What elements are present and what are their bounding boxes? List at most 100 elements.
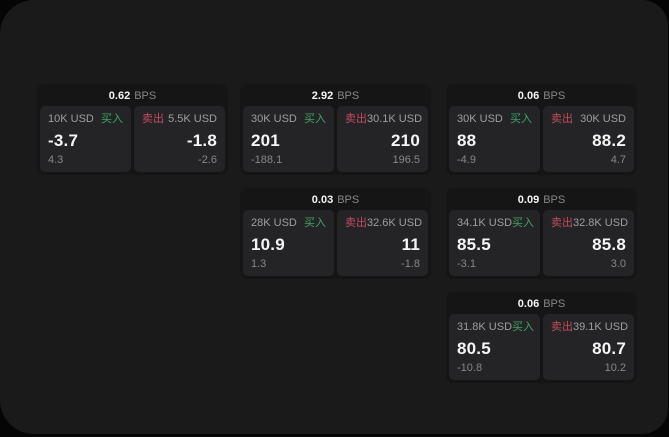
sell-panel[interactable]: 卖出 39.1K USD 80.7 10.2	[543, 314, 634, 380]
sell-tag: 卖出	[551, 113, 573, 125]
sell-tag: 卖出	[551, 217, 573, 229]
bps-unit-label: BPS	[543, 298, 566, 310]
spread-header: 0.62 BPS	[40, 87, 225, 106]
sell-amount: 32.6K USD	[367, 217, 423, 229]
buy-amount: 34.1K USD	[457, 217, 513, 229]
quote-card: 0.62 BPS 10K USD 买入 -3.7 4.3 卖出 5.5K USD…	[37, 84, 228, 175]
buy-panel[interactable]: 10K USD 买入 -3.7 4.3	[40, 106, 131, 172]
spread-header: 0.03 BPS	[243, 191, 428, 210]
sell-amount: 30K USD	[580, 113, 626, 125]
buy-amount: 31.8K USD	[457, 321, 513, 333]
buy-panel[interactable]: 34.1K USD 买入 85.5 -3.1	[449, 210, 540, 276]
sell-change: -1.8	[401, 258, 420, 270]
sell-panel[interactable]: 卖出 30.1K USD 210 196.5	[337, 106, 428, 172]
sell-change: -2.6	[198, 154, 217, 166]
sell-panel-header: 卖出 32.6K USD	[345, 217, 423, 229]
quote-panels: 31.8K USD 买入 80.5 -10.8 卖出 39.1K USD 80.…	[449, 314, 634, 380]
spread-header: 2.92 BPS	[243, 87, 428, 106]
buy-panel-header: 31.8K USD 买入	[457, 321, 535, 333]
spread-value: 0.06	[517, 298, 540, 310]
sell-change: 196.5	[392, 154, 420, 166]
sell-amount: 32.8K USD	[573, 217, 629, 229]
spread-value: 0.62	[108, 90, 131, 102]
sell-amount: 5.5K USD	[168, 113, 217, 125]
buy-tag: 买入	[512, 217, 535, 229]
sell-tag: 卖出	[345, 217, 367, 229]
buy-panel-header: 30K USD 买入	[251, 113, 326, 125]
spread-header: 0.06 BPS	[449, 295, 634, 314]
bps-unit-label: BPS	[543, 194, 566, 206]
spread-header: 0.06 BPS	[449, 87, 634, 106]
buy-panel[interactable]: 28K USD 买入 10.9 1.3	[243, 210, 334, 276]
buy-tag: 买入	[101, 113, 123, 125]
quote-panels: 30K USD 买入 88 -4.9 卖出 30K USD 88.2 4.7	[449, 106, 634, 172]
sell-panel-header: 卖出 5.5K USD	[142, 113, 217, 125]
bps-unit-label: BPS	[543, 90, 566, 102]
sell-price: 80.7	[592, 338, 626, 358]
sell-panel-header: 卖出 30K USD	[551, 113, 626, 125]
quote-card: 0.03 BPS 28K USD 买入 10.9 1.3 卖出 32.6K US…	[240, 188, 431, 279]
buy-panel-header: 28K USD 买入	[251, 217, 326, 229]
sell-change: 10.2	[604, 362, 626, 374]
sell-tag: 卖出	[551, 321, 573, 333]
buy-panel[interactable]: 31.8K USD 买入 80.5 -10.8	[449, 314, 540, 380]
buy-tag: 买入	[304, 217, 326, 229]
buy-amount: 30K USD	[457, 113, 503, 125]
buy-tag: 买入	[304, 113, 326, 125]
quote-panels: 10K USD 买入 -3.7 4.3 卖出 5.5K USD -1.8 -2.…	[40, 106, 225, 172]
buy-panel[interactable]: 30K USD 买入 201 -188.1	[243, 106, 334, 172]
buy-change: -3.1	[457, 258, 476, 270]
sell-change: 3.0	[610, 258, 626, 270]
quote-card: 2.92 BPS 30K USD 买入 201 -188.1 卖出 30.1K …	[240, 84, 431, 175]
quote-card: 0.09 BPS 34.1K USD 买入 85.5 -3.1 卖出 32.8K…	[446, 188, 637, 279]
quote-panels: 28K USD 买入 10.9 1.3 卖出 32.6K USD 11 -1.8	[243, 210, 428, 276]
buy-price: 10.9	[251, 234, 285, 254]
spread-value: 0.09	[517, 194, 540, 206]
sell-price: 88.2	[592, 130, 626, 150]
sell-tag: 卖出	[142, 113, 164, 125]
quote-panels: 34.1K USD 买入 85.5 -3.1 卖出 32.8K USD 85.8…	[449, 210, 634, 276]
sell-panel[interactable]: 卖出 30K USD 88.2 4.7	[543, 106, 634, 172]
sell-price: 85.8	[592, 234, 626, 254]
quote-card: 0.06 BPS 31.8K USD 买入 80.5 -10.8 卖出 39.1…	[446, 292, 637, 383]
buy-change: -10.8	[457, 362, 483, 374]
buy-price: 201	[251, 130, 280, 150]
spread-value: 0.03	[311, 194, 334, 206]
spread-value: 2.92	[311, 90, 334, 102]
quote-card: 0.06 BPS 30K USD 买入 88 -4.9 卖出 30K USD 8…	[446, 84, 637, 175]
bps-unit-label: BPS	[134, 90, 157, 102]
buy-price: 80.5	[457, 338, 491, 358]
buy-price: -3.7	[48, 130, 79, 150]
buy-change: 4.3	[48, 154, 64, 166]
sell-tag: 卖出	[345, 113, 367, 125]
buy-change: -4.9	[457, 154, 476, 166]
buy-panel-header: 10K USD 买入	[48, 113, 123, 125]
sell-price: 11	[401, 234, 420, 254]
sell-change: 4.7	[610, 154, 626, 166]
sell-price: -1.8	[186, 130, 217, 150]
card-column-1: 0.62 BPS 10K USD 买入 -3.7 4.3 卖出 5.5K USD…	[37, 84, 228, 175]
buy-amount: 10K USD	[48, 113, 94, 125]
spread-header: 0.09 BPS	[449, 191, 634, 210]
quote-panels: 30K USD 买入 201 -188.1 卖出 30.1K USD 210 1…	[243, 106, 428, 172]
buy-panel-header: 34.1K USD 买入	[457, 217, 535, 229]
buy-tag: 买入	[512, 321, 535, 333]
buy-tag: 买入	[510, 113, 532, 125]
sell-panel-header: 卖出 39.1K USD	[551, 321, 629, 333]
buy-panel-header: 30K USD 买入	[457, 113, 532, 125]
bps-unit-label: BPS	[337, 90, 360, 102]
sell-amount: 39.1K USD	[573, 321, 629, 333]
card-column-2: 2.92 BPS 30K USD 买入 201 -188.1 卖出 30.1K …	[240, 84, 431, 279]
card-column-3: 0.06 BPS 30K USD 买入 88 -4.9 卖出 30K USD 8…	[446, 84, 637, 383]
buy-panel[interactable]: 30K USD 买入 88 -4.9	[449, 106, 540, 172]
sell-price: 210	[391, 130, 420, 150]
sell-panel[interactable]: 卖出 32.6K USD 11 -1.8	[337, 210, 428, 276]
buy-price: 85.5	[457, 234, 491, 254]
spread-value: 0.06	[517, 90, 540, 102]
buy-price: 88	[457, 130, 477, 150]
sell-panel[interactable]: 卖出 32.8K USD 85.8 3.0	[543, 210, 634, 276]
sell-panel-header: 卖出 32.8K USD	[551, 217, 629, 229]
sell-panel[interactable]: 卖出 5.5K USD -1.8 -2.6	[134, 106, 225, 172]
